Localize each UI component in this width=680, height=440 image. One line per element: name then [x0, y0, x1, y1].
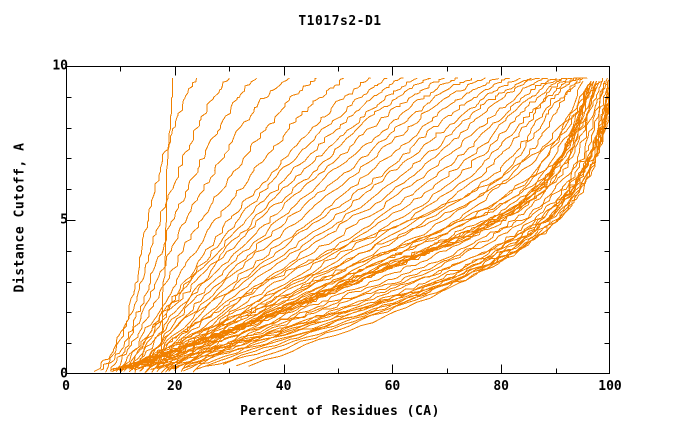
curve [151, 77, 521, 373]
curve [248, 76, 610, 367]
curve [236, 76, 610, 367]
curve [165, 77, 562, 373]
curve [110, 77, 290, 372]
x-tick-label-100: 100 [598, 379, 622, 394]
curve [100, 77, 230, 371]
curve [134, 77, 445, 373]
curve [147, 80, 606, 370]
curve [110, 83, 589, 371]
curve [167, 77, 567, 371]
curve [128, 77, 418, 372]
x-tick-label-20: 20 [166, 379, 183, 394]
curve [131, 77, 431, 371]
curve [130, 80, 584, 370]
curve [156, 77, 540, 372]
curve [139, 77, 473, 372]
curve [152, 77, 532, 371]
curve [222, 77, 610, 365]
y-tick-label-10: 10 [52, 58, 68, 74]
axes-frame [66, 66, 610, 374]
curve [144, 77, 510, 373]
curve [116, 77, 317, 372]
x-axis-label: Percent of Residues (CA) [240, 404, 440, 419]
curve [157, 77, 548, 371]
curve [164, 77, 610, 370]
curve [113, 80, 592, 371]
curve [180, 77, 581, 372]
curve [118, 77, 372, 371]
curve [139, 77, 486, 372]
curve [133, 77, 603, 370]
curve [115, 77, 344, 371]
curve [134, 77, 459, 371]
y-axis-label-wrapper: Distance Cutoff, A [0, 0, 30, 440]
curve [129, 80, 595, 370]
curve [142, 80, 603, 368]
curve [105, 77, 257, 373]
y-tick-label-5: 5 [60, 212, 68, 228]
curve [147, 80, 609, 370]
y-axis-label: Distance Cutoff, A [12, 142, 28, 293]
y-tick-label-0: 0 [60, 366, 68, 382]
plot-frame [66, 66, 610, 374]
plot-area [66, 66, 610, 374]
page-title: T1017s2-D1 [298, 14, 382, 29]
x-tick-label-60: 60 [384, 379, 401, 394]
curve [168, 77, 573, 372]
curve [145, 77, 499, 373]
curve [156, 77, 610, 369]
x-tick-label-0: 0 [62, 379, 70, 394]
x-tick-label-80: 80 [493, 379, 510, 394]
x-tick-label-40: 40 [275, 379, 292, 394]
curve [93, 77, 198, 372]
curve [120, 77, 388, 373]
curve [120, 80, 597, 371]
curve [161, 77, 557, 373]
curve [122, 80, 592, 368]
curves-layer [93, 76, 610, 373]
